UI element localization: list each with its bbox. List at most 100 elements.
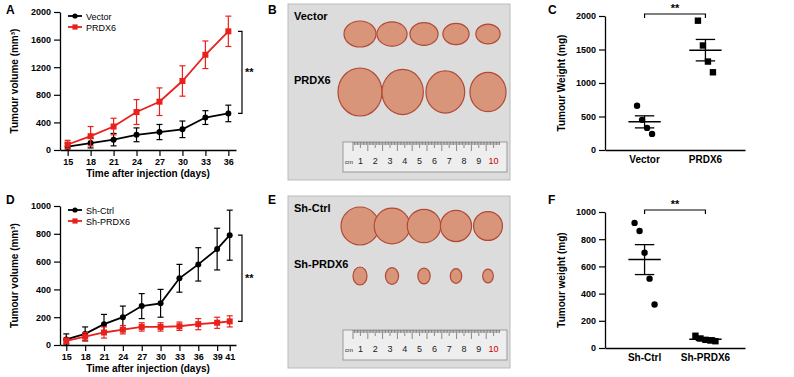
tick: 21 [109, 150, 119, 167]
x-axis: 1518212427303336 [61, 150, 237, 167]
tick: Sh-Ctrl [628, 348, 662, 363]
ruler-tick [486, 330, 487, 339]
ruler-label: 3 [387, 156, 392, 166]
tick-label: 400 [581, 289, 596, 299]
tumour [450, 269, 461, 284]
ruler-label: 4 [402, 156, 407, 166]
ruler-label: 6 [432, 344, 437, 354]
ruler-tick [475, 142, 476, 145]
tick: 800 [36, 229, 60, 239]
ruler-label: 7 [447, 344, 452, 354]
error-cap [134, 124, 140, 125]
panel-letter: D [6, 193, 15, 207]
ruler-tick [421, 142, 422, 145]
tick-label: 400 [36, 118, 51, 128]
ruler-tick [384, 142, 385, 145]
ruler-tick [428, 142, 429, 145]
tick-label: 500 [581, 112, 596, 122]
tick-label: 21 [109, 157, 119, 167]
error-cap [202, 110, 208, 111]
ruler-tick [404, 330, 405, 336]
tick-mark [54, 317, 60, 318]
ruler-tick [390, 330, 391, 336]
error-cap [88, 126, 94, 127]
error-cap [225, 16, 231, 17]
tumour [470, 72, 506, 111]
tick-label: 400 [36, 285, 51, 295]
tick: 1000 [31, 201, 60, 211]
ruler-label: 8 [461, 156, 466, 166]
significance-bracket [238, 31, 242, 113]
ruler-tick [382, 142, 383, 151]
series-line [68, 31, 229, 144]
tick: 33 [175, 345, 185, 362]
error-cap [63, 333, 69, 334]
ruler-tick [384, 330, 385, 333]
error-bar [635, 245, 654, 275]
ruler-tick [395, 330, 396, 333]
error-cap [156, 124, 162, 125]
point [214, 320, 220, 326]
ruler-tick [409, 142, 410, 145]
point [225, 28, 231, 34]
ruler-tick [464, 330, 465, 336]
ruler-tick [428, 330, 429, 333]
tick: Sh-PRDX6 [681, 348, 731, 363]
error-cap [227, 210, 233, 211]
ruler-tick [425, 142, 426, 145]
ruler-tick [369, 142, 370, 145]
tick: 0 [46, 340, 60, 350]
error-bar [696, 39, 715, 60]
bracket [645, 210, 706, 214]
tick-mark [205, 150, 206, 156]
ruler-tick [372, 142, 373, 145]
tick: 18 [81, 345, 91, 362]
point [649, 131, 655, 137]
tick-mark [54, 206, 60, 207]
ruler-tick [475, 330, 476, 333]
legend-entry: Sh-PRDX6 [68, 217, 130, 227]
ruler-tick [438, 142, 439, 145]
ruler-tick [373, 142, 374, 145]
error-cap [195, 318, 201, 319]
error-bar [139, 294, 145, 319]
tick: 27 [137, 345, 147, 362]
ruler-tick [435, 330, 436, 333]
ruler-tick [404, 142, 405, 148]
ruler-tick [354, 142, 355, 145]
series-line [66, 321, 229, 340]
error-cap [214, 269, 220, 270]
legend-entry: Vector [68, 12, 112, 22]
ruler-tick [361, 142, 362, 145]
tick-mark [66, 345, 67, 351]
ruler-tick [496, 142, 497, 145]
error-cap [225, 46, 231, 47]
ruler-tick [409, 330, 410, 333]
error-bar [139, 323, 145, 331]
tick-mark [599, 212, 605, 213]
error-cap [158, 322, 164, 323]
ruler-tick [481, 142, 482, 145]
tumour [338, 68, 382, 116]
ruler-tick [495, 330, 496, 333]
annotation: ** [245, 272, 254, 284]
series-line [68, 113, 229, 146]
ruler-tick [483, 142, 484, 145]
tick-mark [136, 150, 137, 156]
tick-mark [179, 345, 180, 351]
tick: 33 [201, 150, 211, 167]
ruler-tick [398, 142, 399, 145]
error-cap [195, 280, 201, 281]
ruler-tick [431, 330, 432, 333]
ruler-tick [360, 142, 361, 148]
tumour [476, 24, 500, 44]
ruler-tick [373, 330, 374, 333]
ruler-tick [474, 330, 475, 333]
ruler-label: 5 [417, 156, 422, 166]
ruler-tick [441, 330, 442, 339]
ruler-tick [353, 330, 354, 339]
tick-mark [54, 95, 60, 96]
ruler-tick [437, 330, 438, 333]
ruler-tick [397, 330, 398, 339]
error-bar [134, 100, 140, 125]
